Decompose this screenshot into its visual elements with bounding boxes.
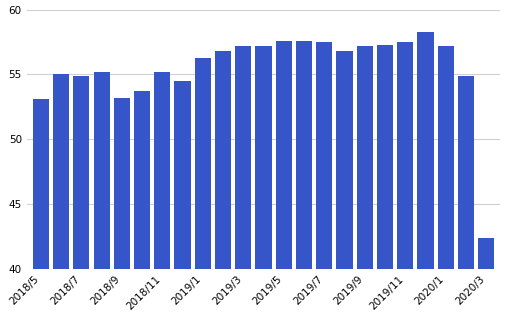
Bar: [316, 42, 332, 317]
Bar: [194, 58, 211, 317]
Bar: [235, 46, 251, 317]
Bar: [275, 41, 291, 317]
Bar: [114, 98, 130, 317]
Bar: [93, 72, 110, 317]
Bar: [295, 41, 312, 317]
Bar: [174, 81, 190, 317]
Bar: [417, 32, 433, 317]
Bar: [336, 51, 352, 317]
Bar: [255, 46, 271, 317]
Bar: [73, 76, 89, 317]
Bar: [437, 46, 453, 317]
Bar: [376, 45, 392, 317]
Bar: [356, 46, 372, 317]
Bar: [134, 91, 150, 317]
Bar: [154, 72, 170, 317]
Bar: [477, 238, 493, 317]
Bar: [33, 99, 49, 317]
Bar: [396, 42, 413, 317]
Bar: [215, 51, 231, 317]
Bar: [457, 76, 473, 317]
Bar: [53, 74, 69, 317]
